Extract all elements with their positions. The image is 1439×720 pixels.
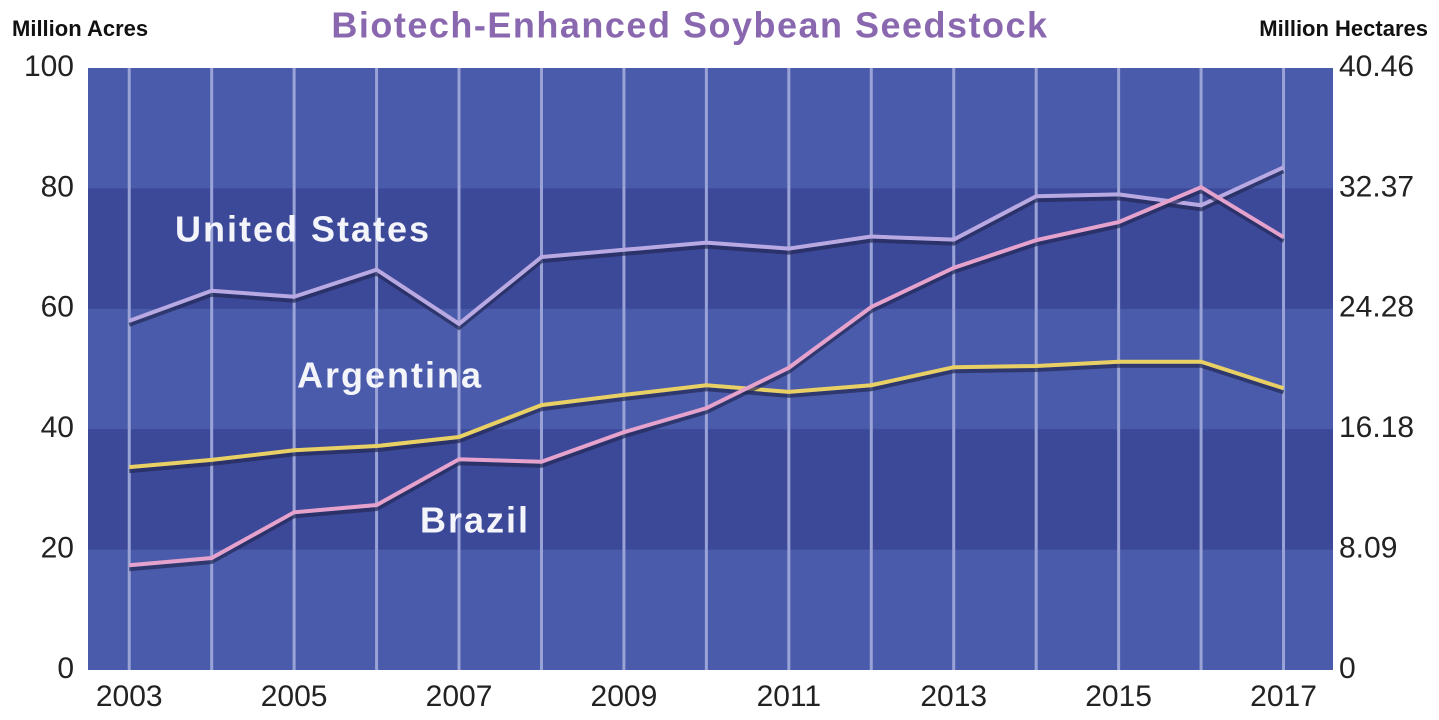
x-tick-label: 2013 — [920, 680, 987, 713]
y2-tick-label: 0 — [1339, 652, 1356, 685]
series-label: United States — [175, 209, 431, 250]
y-tick-label: 100 — [24, 50, 74, 83]
y-tick-label: 80 — [41, 170, 74, 203]
chart-title: Biotech-Enhanced Soybean Seedstock — [331, 5, 1048, 46]
x-tick-label: 2005 — [261, 680, 328, 713]
series-line — [128, 165, 1285, 327]
y-tick-label: 0 — [57, 652, 74, 685]
x-tick-label: 2003 — [96, 680, 163, 713]
x-tick-label: 2007 — [426, 680, 493, 713]
series-line — [129, 184, 1285, 568]
line-shadow — [129, 188, 1285, 572]
x-tick-label: 2017 — [1250, 680, 1317, 713]
x-tick-label: 2011 — [757, 680, 822, 713]
series-line — [129, 359, 1285, 470]
series-label: Brazil — [420, 500, 530, 541]
y2-tick-label: 32.37 — [1339, 170, 1414, 203]
band — [88, 429, 1333, 550]
y2-tick-label: 16.18 — [1339, 411, 1414, 444]
y2-tick-label: 8.09 — [1339, 532, 1397, 565]
y-tick-label: 20 — [41, 532, 74, 565]
plot-background — [88, 68, 1333, 670]
y2-tick-label: 40.46 — [1339, 50, 1414, 83]
series-label: Argentina — [297, 355, 483, 396]
y-tick-label: 60 — [41, 291, 74, 324]
y2-axis-label: Million Hectares — [1259, 16, 1428, 41]
y2-tick-label: 24.28 — [1339, 291, 1414, 324]
line-shadow — [129, 363, 1285, 474]
x-tick-label: 2015 — [1085, 680, 1152, 713]
x-tick-label: 2009 — [591, 680, 658, 713]
line-shadow — [128, 169, 1285, 331]
y-axis-label: Million Acres — [12, 16, 148, 41]
y-tick-label: 40 — [41, 411, 74, 444]
